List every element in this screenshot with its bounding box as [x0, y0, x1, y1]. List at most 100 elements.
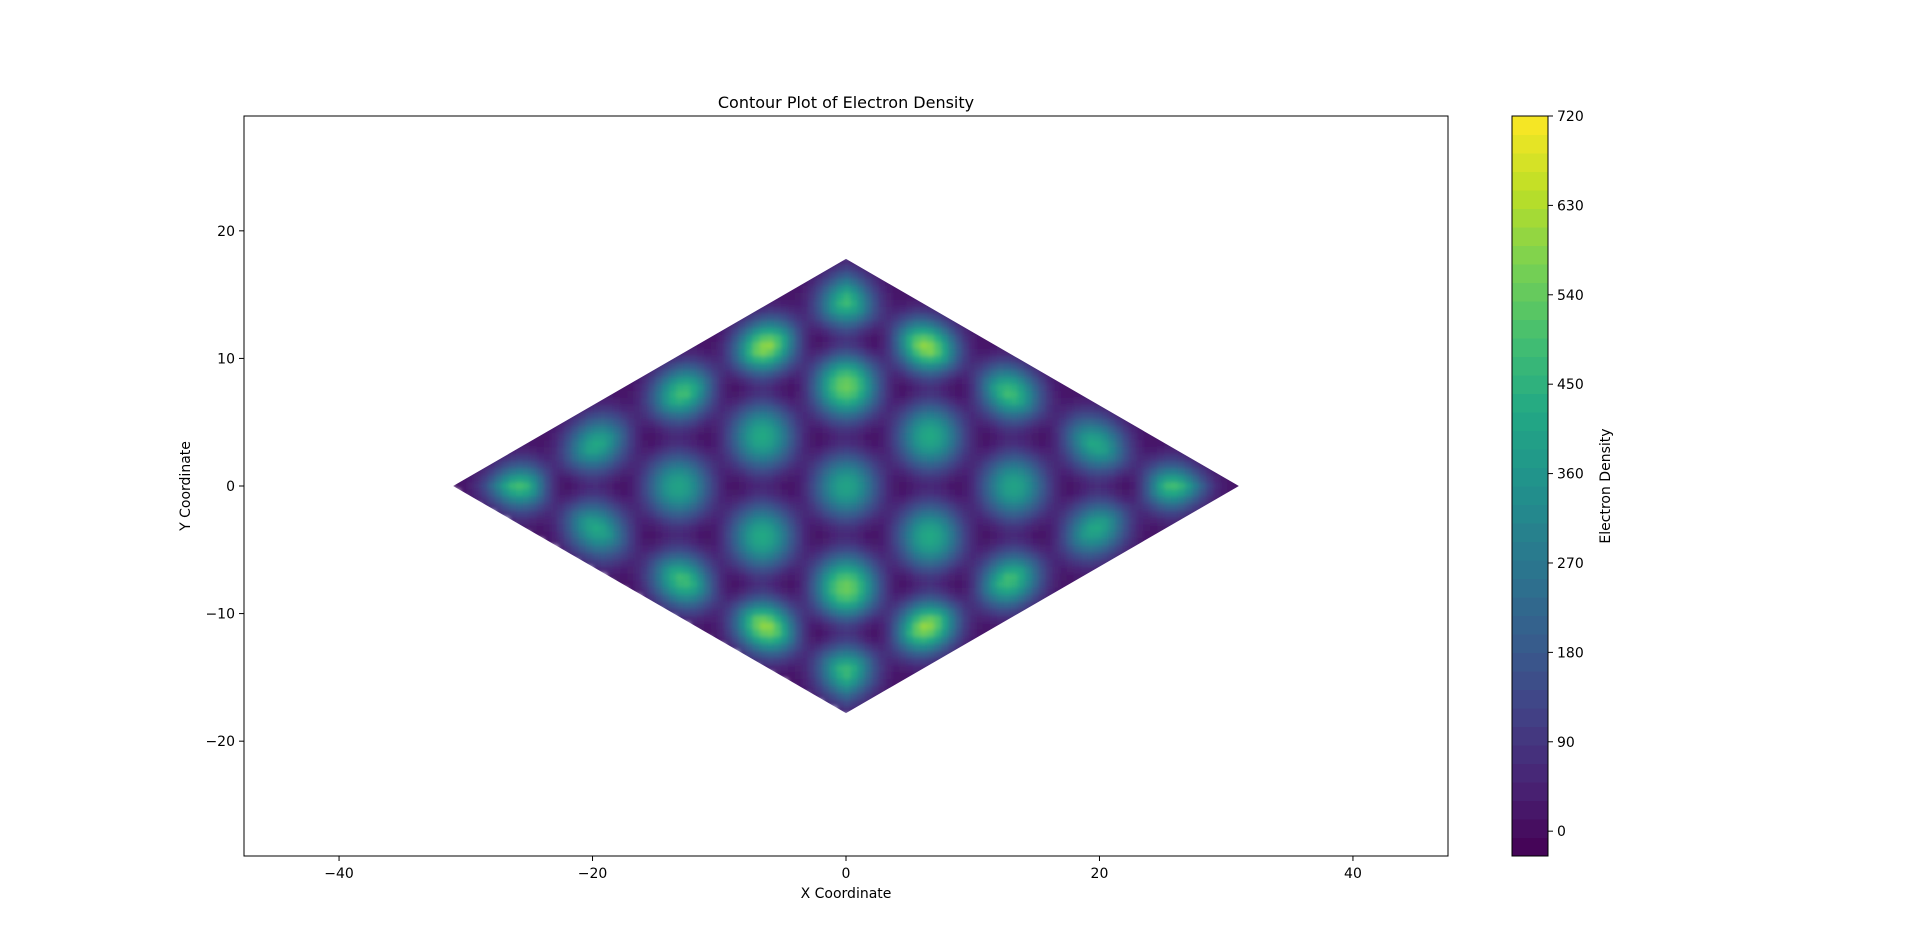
density-cell	[1094, 551, 1103, 560]
density-cell	[871, 439, 880, 448]
density-cell	[606, 537, 615, 546]
density-cell	[1059, 390, 1068, 399]
density-cell	[724, 600, 733, 609]
density-cell	[801, 439, 810, 448]
density-cell	[878, 579, 887, 588]
density-cell	[1101, 467, 1110, 476]
density-cell	[836, 271, 845, 279]
density-cell	[1087, 439, 1096, 448]
density-cell	[1094, 544, 1103, 553]
density-cell	[745, 551, 754, 560]
density-cell	[1150, 474, 1158, 483]
density-cell	[627, 572, 636, 581]
density-cell	[934, 453, 942, 462]
density-cell	[724, 327, 733, 335]
density-cell	[822, 600, 831, 609]
density-cell	[1038, 600, 1047, 609]
density-cell	[1052, 565, 1061, 574]
density-cell	[920, 432, 928, 441]
density-cell	[655, 362, 664, 371]
density-cell	[899, 586, 907, 595]
density-cell	[843, 509, 852, 518]
density-cell	[801, 495, 810, 504]
density-cell	[787, 656, 796, 665]
density-cell	[864, 621, 873, 630]
density-cell	[759, 425, 768, 434]
density-cell	[1115, 404, 1124, 413]
density-cell	[836, 649, 845, 658]
colorbar-band	[1512, 597, 1548, 616]
density-cell	[857, 467, 866, 476]
density-cell	[871, 432, 880, 441]
density-cell	[899, 551, 907, 560]
density-cell	[641, 544, 650, 553]
density-cell	[954, 362, 963, 371]
density-cell	[669, 411, 677, 420]
density-cell	[941, 355, 949, 364]
density-cell	[913, 628, 921, 637]
density-cell	[927, 460, 935, 469]
density-cell	[606, 558, 615, 567]
density-cell	[1024, 383, 1033, 392]
density-cell	[906, 306, 914, 314]
density-cell	[975, 362, 984, 371]
density-cell	[857, 572, 866, 581]
density-cell	[871, 306, 880, 314]
density-cell	[592, 516, 601, 525]
density-cell	[871, 523, 880, 532]
density-cell	[871, 369, 880, 378]
density-cell	[697, 607, 705, 616]
density-cell	[843, 678, 852, 686]
density-cell	[1087, 460, 1096, 469]
density-cell	[1024, 460, 1033, 469]
density-cell	[954, 621, 963, 630]
density-cell	[690, 579, 698, 588]
density-cell	[815, 572, 824, 581]
density-cell	[669, 425, 677, 434]
density-cell	[808, 558, 817, 567]
density-cell	[954, 481, 963, 490]
density-cell	[780, 313, 789, 321]
density-cell	[1003, 369, 1012, 378]
density-cell	[1045, 565, 1054, 574]
density-cell	[892, 621, 901, 630]
density-cell	[780, 432, 789, 441]
density-cell	[683, 558, 691, 567]
density-cell	[1143, 460, 1151, 469]
density-cell	[885, 600, 894, 609]
density-cell	[1010, 383, 1019, 392]
density-cell	[676, 425, 684, 434]
density-cell	[794, 362, 803, 371]
density-cell	[801, 355, 810, 364]
density-cell	[1038, 376, 1047, 385]
density-cell	[773, 671, 782, 679]
density-cell	[899, 341, 907, 350]
density-cell	[1017, 474, 1026, 483]
density-cell	[794, 278, 803, 286]
density-cell	[1185, 481, 1193, 490]
density-cell	[1052, 369, 1061, 378]
density-cell	[766, 551, 775, 560]
density-cell	[920, 334, 928, 342]
density-cell	[927, 334, 935, 342]
density-cell	[934, 299, 942, 307]
density-cell	[766, 502, 775, 511]
density-cell	[836, 285, 845, 293]
density-cell	[934, 523, 942, 532]
density-cell	[1178, 509, 1186, 518]
density-cell	[634, 558, 643, 567]
density-cell	[731, 313, 740, 321]
density-cell	[731, 348, 740, 357]
density-cell	[676, 551, 684, 560]
density-cell	[738, 411, 747, 420]
density-cell	[1052, 523, 1061, 532]
density-cell	[1024, 572, 1033, 581]
density-cell	[836, 404, 845, 413]
density-cell	[954, 404, 963, 413]
density-cell	[920, 579, 928, 588]
density-cell	[989, 418, 998, 427]
density-cell	[836, 607, 845, 616]
density-cell	[738, 565, 747, 574]
density-cell	[920, 502, 928, 511]
